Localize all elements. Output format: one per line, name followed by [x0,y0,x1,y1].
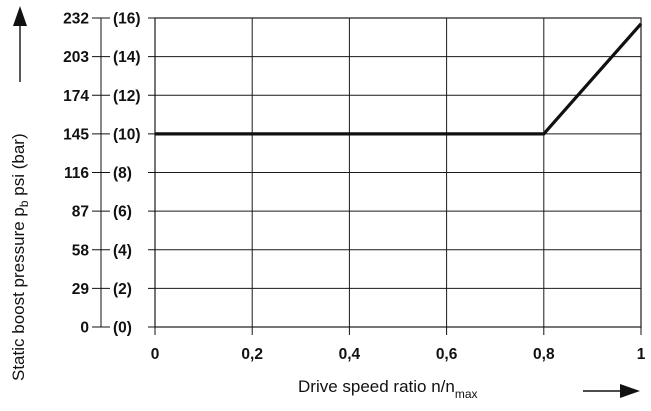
series-line-0 [155,22,643,136]
y-tick-label-psi-7: 203 [63,49,89,66]
y-tick-label-bar-4: (8) [113,165,132,182]
series-layer [155,22,643,136]
x-tick-label-2: 0,4 [339,346,361,363]
x-tick-labels: 0 0,2 0,4 0,6 0,8 1 [151,327,646,363]
y-tick-label-bar-6: (12) [113,88,141,105]
y-axis-arrow [13,6,27,82]
x-tick-label-1: 0,2 [241,346,263,363]
y-tick-label-psi-4: 116 [64,165,89,182]
x-tick-label-5: 1 [637,346,646,363]
x-axis-title-subscript: max [455,387,478,401]
x-tick-label-0: 0 [151,346,160,363]
y-tick-labels: 0 (0) 29 (2) 58 (4) 87 (6) 116 (8) 145 (10) 174 (12) 2… [63,11,155,337]
y-tick-label-bar-7: (14) [113,49,141,66]
y-tick-label-psi-1: 29 [72,281,90,298]
y-axis-title-subscript: b [17,200,31,207]
y-tick-label-bar-2: (4) [113,242,132,259]
y-tick-label-bar-0: (0) [113,320,132,337]
y-tick-label-bar-8: (16) [113,11,141,28]
grid-lines [155,18,641,327]
y-tick-label-bar-1: (2) [113,281,132,298]
x-tick-label-4: 0,8 [533,346,555,363]
x-tick-label-3: 0,6 [436,346,458,363]
y-tick-label-psi-0: 0 [80,320,89,337]
y-axis-title: Static boost pressure pb psi (bar) [9,133,31,381]
y-tick-label-bar-5: (10) [113,126,141,143]
y-tick-label-bar-3: (6) [113,204,132,221]
x-axis-title: Drive speed ratio n/nmax [298,377,478,401]
y-tick-label-psi-5: 145 [63,126,89,143]
y-tick-label-psi-3: 87 [72,204,89,221]
x-axis-arrow [583,384,640,398]
y-tick-label-psi-6: 174 [63,88,89,105]
y-tick-label-psi-8: 232 [63,11,89,28]
y-tick-label-psi-2: 58 [72,242,90,259]
